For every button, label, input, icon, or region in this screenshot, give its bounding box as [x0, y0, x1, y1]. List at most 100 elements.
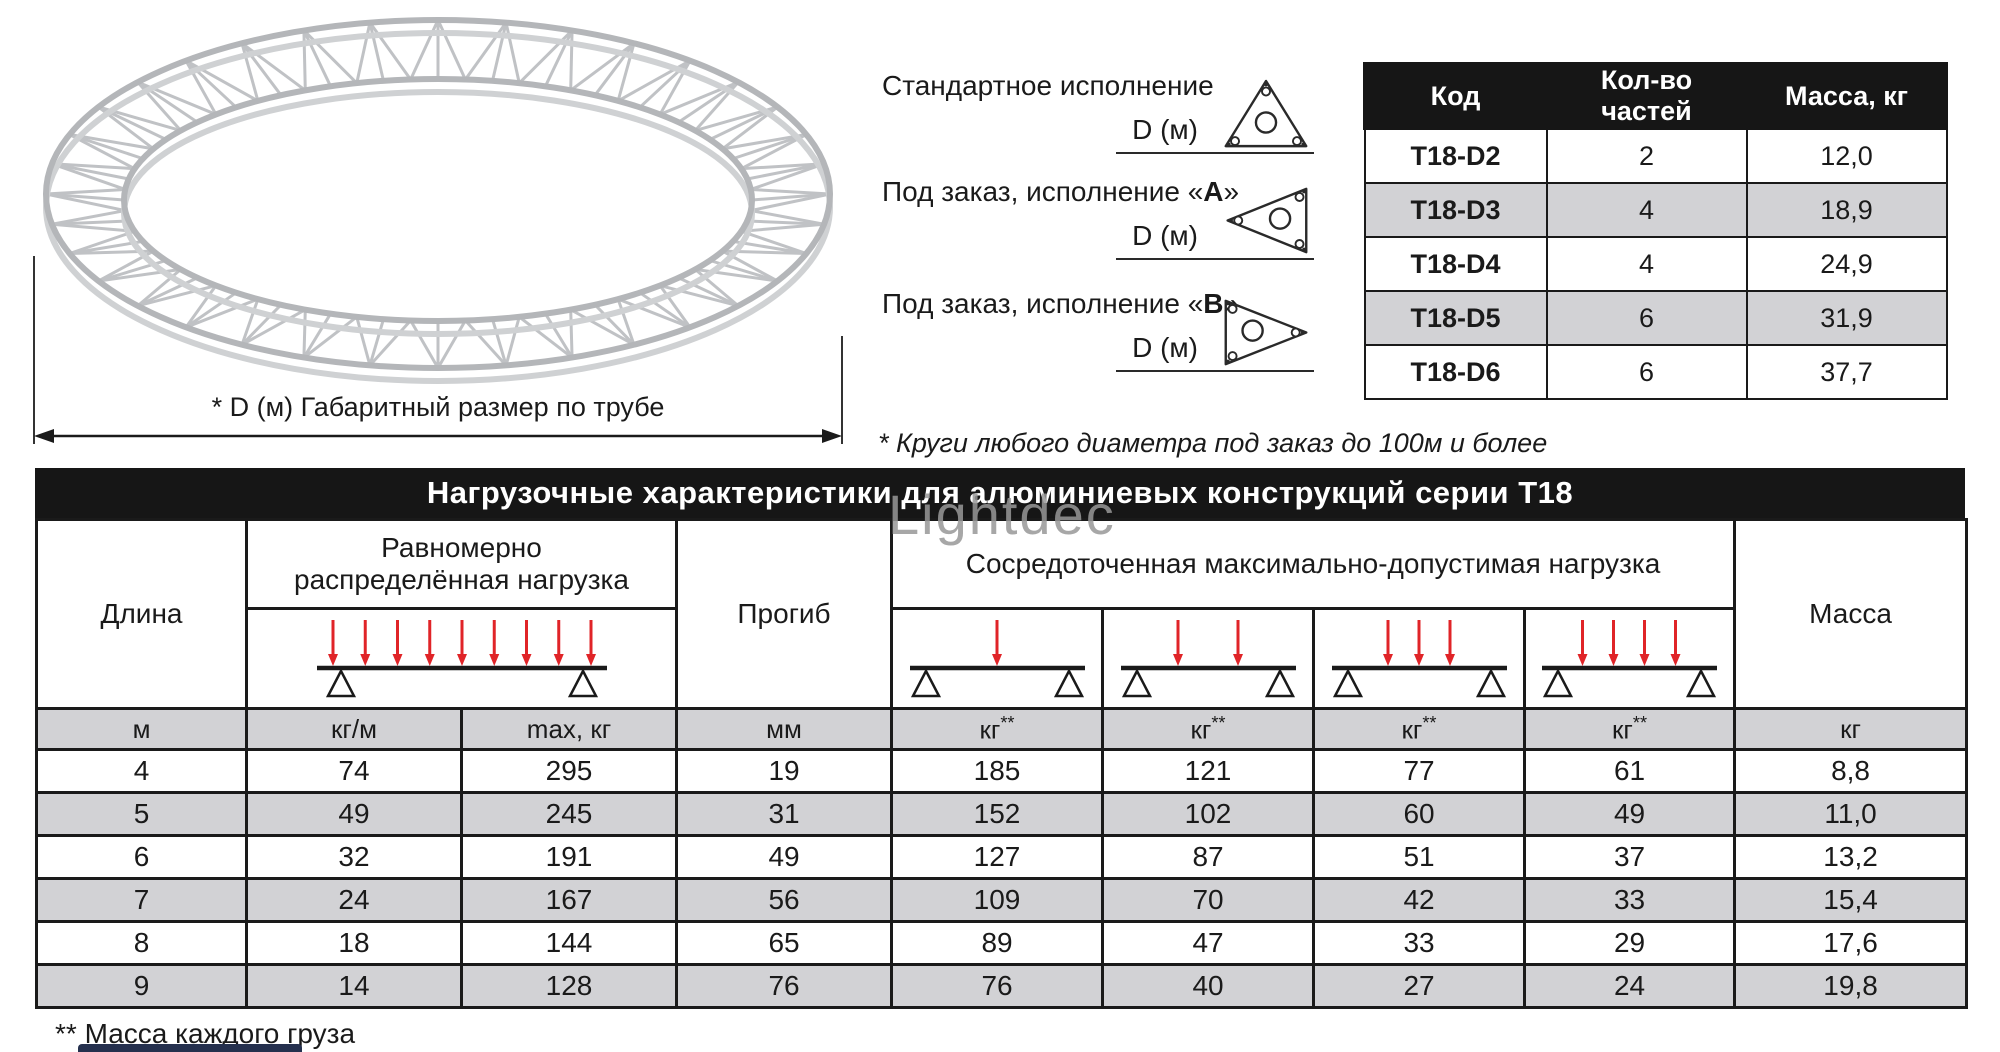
- variant-a: Под заказ, исполнение «А» D (м): [882, 176, 1314, 260]
- variant-label: Стандартное исполнение: [882, 70, 1214, 101]
- data-cell: 9: [35, 963, 248, 1009]
- dimension-label: * D (м) Габаритный размер по трубе: [212, 392, 665, 422]
- unit-cell: кг**: [1312, 707, 1527, 751]
- parts-col-count: Кол-во частей: [1545, 62, 1748, 130]
- variant-baseline: [1116, 370, 1314, 372]
- data-cell: 11,0: [1733, 791, 1969, 837]
- parts-table: Код Кол-во частей Масса, кг T18-D2 2 12,0 T…: [1363, 62, 1948, 400]
- data-cell: 33: [1523, 877, 1737, 923]
- unit-cell: кг: [1733, 707, 1969, 751]
- data-cell: 49: [1523, 791, 1737, 837]
- load-table-row: 6 32 191 49 127 87 51 37 13,2: [35, 834, 1969, 880]
- data-cell: 77: [1312, 748, 1527, 794]
- data-cell: 14: [245, 963, 463, 1009]
- data-cell: 65: [675, 920, 894, 966]
- col-header-length: Длина: [35, 518, 248, 710]
- data-cell: 51: [1312, 834, 1527, 880]
- data-cell: 24: [245, 877, 463, 923]
- variant-dim-label: D (м): [1132, 220, 1198, 251]
- data-cell: 87: [1101, 834, 1316, 880]
- col-header-mass: Масса: [1733, 518, 1969, 710]
- parts-col-code: Код: [1363, 62, 1548, 130]
- data-cell: 128: [459, 963, 679, 1009]
- unit-cell: м: [35, 707, 248, 751]
- data-cell: 185: [890, 748, 1105, 794]
- data-cell: 127: [890, 834, 1105, 880]
- data-cell: 144: [459, 920, 679, 966]
- data-cell: 5: [35, 791, 248, 837]
- data-cell: 24: [1523, 963, 1737, 1009]
- dimension-arrow: [33, 256, 843, 444]
- data-cell: 40: [1101, 963, 1316, 1009]
- units-row: м кг/м max, кг мм кг** кг** кг** кг** кг: [35, 707, 1969, 751]
- parts-cell: T18-D4: [1363, 236, 1548, 292]
- data-cell: 245: [459, 791, 679, 837]
- parts-cell: 31,9: [1745, 290, 1948, 346]
- data-cell: 152: [890, 791, 1105, 837]
- load-table: Длина Равномерно распределённая нагрузка…: [35, 518, 1969, 1009]
- unit-cell: мм: [675, 707, 894, 751]
- data-cell: 56: [675, 877, 894, 923]
- unit-cell: кг**: [890, 707, 1105, 751]
- unit-cell: кг**: [1101, 707, 1316, 751]
- partial-next-section-bar: [78, 1044, 302, 1052]
- data-cell: 32: [245, 834, 463, 880]
- data-cell: 31: [675, 791, 894, 837]
- data-cell: 295: [459, 748, 679, 794]
- data-cell: 47: [1101, 920, 1316, 966]
- concentrated-load-diagram-1: [890, 607, 1105, 710]
- data-cell: 191: [459, 834, 679, 880]
- load-table-row: 9 14 128 76 76 40 27 24 19,8: [35, 963, 1969, 1009]
- col-header-concentrated: Сосредоточенная максимально-допустимая н…: [890, 518, 1737, 610]
- parts-table-row: T18-D5 6 31,9: [1363, 290, 1948, 346]
- col-header-uniform: Равномерно распределённая нагрузка: [244, 518, 679, 610]
- truss-ring-art: [43, 17, 833, 384]
- load-table-section: Нагрузочные характеристики для алюминиев…: [35, 468, 1969, 1009]
- data-cell: 109: [890, 877, 1105, 923]
- parts-col-mass: Масса, кг: [1745, 62, 1948, 130]
- variant-baseline: [1116, 152, 1314, 154]
- load-table-row: 4 74 295 19 185 121 77 61 8,8: [35, 748, 1969, 794]
- concentrated-load-diagram-4: [1523, 607, 1737, 710]
- parts-cell: 18,9: [1745, 182, 1948, 238]
- data-cell: 15,4: [1733, 877, 1969, 923]
- load-table-title: Нагрузочные характеристики для алюминиев…: [35, 468, 1965, 518]
- parts-table-row: T18-D2 2 12,0: [1363, 127, 1948, 184]
- parts-cell: 4: [1545, 236, 1748, 292]
- data-cell: 29: [1523, 920, 1737, 966]
- variant-baseline: [1116, 258, 1314, 260]
- parts-cell: T18-D2: [1363, 127, 1548, 184]
- variant-label: Под заказ, исполнение «А»: [882, 176, 1240, 207]
- data-cell: 167: [459, 877, 679, 923]
- load-diagram-row: [37, 607, 1967, 710]
- cross-section-icon-b: [1224, 299, 1308, 366]
- variant-dim-label: D (м): [1132, 114, 1198, 145]
- data-cell: 33: [1312, 920, 1527, 966]
- unit-cell: кг/м: [245, 707, 463, 751]
- circular-truss-drawing: * D (м) Габаритный размер по трубе: [33, 17, 843, 444]
- parts-cell: 37,7: [1745, 344, 1948, 400]
- data-cell: 19,8: [1733, 963, 1969, 1009]
- data-cell: 121: [1101, 748, 1316, 794]
- parts-cell: 6: [1545, 290, 1748, 346]
- data-cell: 19: [675, 748, 894, 794]
- variant-label: Под заказ, исполнение «В»: [882, 288, 1240, 319]
- data-cell: 17,6: [1733, 920, 1969, 966]
- data-cell: 27: [1312, 963, 1527, 1009]
- parts-cell: 24,9: [1745, 236, 1948, 292]
- data-cell: 49: [675, 834, 894, 880]
- parts-table-header-row: Код Кол-во частей Масса, кг: [1363, 62, 1948, 130]
- data-cell: 18: [245, 920, 463, 966]
- parts-cell: 2: [1545, 127, 1748, 184]
- data-cell: 70: [1101, 877, 1316, 923]
- variant-standard: Стандартное исполнение D (м): [882, 70, 1314, 154]
- cross-section-icon-a: [1226, 187, 1308, 254]
- parts-table-row: T18-D6 6 37,7: [1363, 344, 1948, 400]
- data-cell: 7: [35, 877, 248, 923]
- parts-cell: T18-D6: [1363, 344, 1548, 400]
- concentrated-load-diagram-2: [1101, 607, 1316, 710]
- unit-cell: кг**: [1523, 707, 1737, 751]
- parts-table-row: T18-D3 4 18,9: [1363, 182, 1948, 238]
- data-cell: 60: [1312, 791, 1527, 837]
